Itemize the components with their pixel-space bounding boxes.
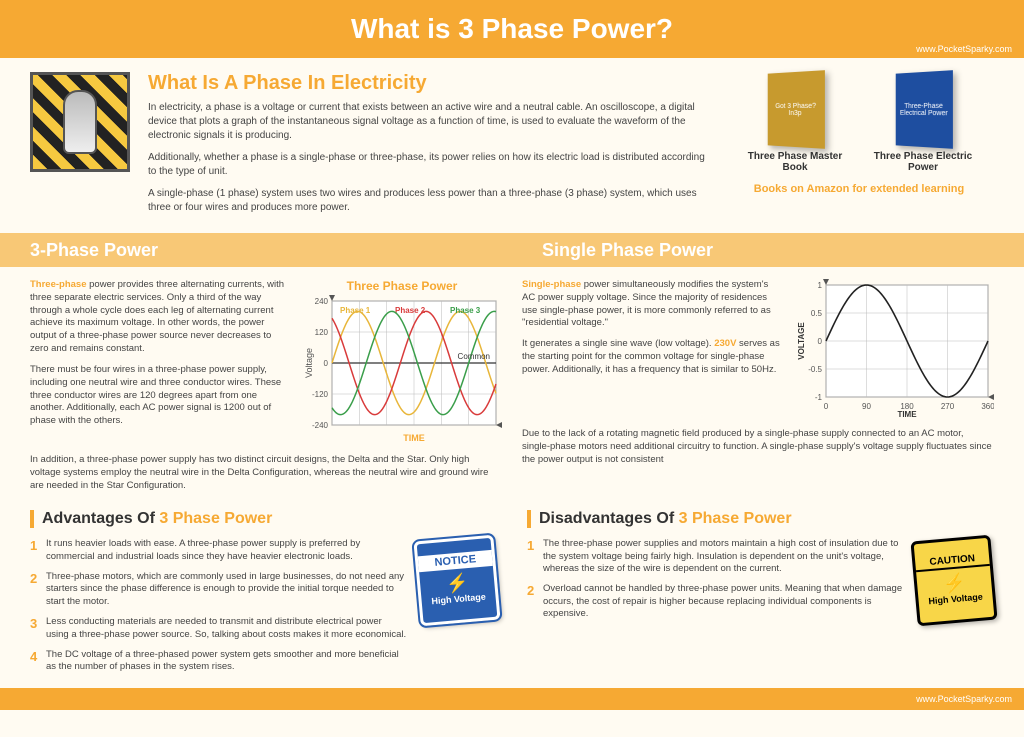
three-phase-chart-title: Three Phase Power xyxy=(302,279,502,293)
three-phase-chart-svg: -240 -120 0 120 240 Phase 1 Phase 2 Phase 3 Comm… xyxy=(302,295,502,445)
svg-text:-0.5: -0.5 xyxy=(808,365,822,374)
three-phase-footer: In addition, a three-phase power supply … xyxy=(30,454,502,492)
advantages-title: Advantages Of 3 Phase Power xyxy=(30,510,497,528)
intro-title: What Is A Phase In Electricity xyxy=(148,72,706,95)
book-2: Three-Phase Electrical Power Three Phase… xyxy=(863,72,983,173)
disadvantages-title: Disadvantages Of 3 Phase Power xyxy=(527,510,994,528)
book-2-cover: Three-Phase Electrical Power xyxy=(896,70,953,149)
hazard-switch-icon xyxy=(30,72,130,172)
svg-text:0: 0 xyxy=(824,402,829,411)
svg-text:360: 360 xyxy=(981,402,994,411)
single-phase-footer: Due to the lack of a rotating magnetic f… xyxy=(522,428,994,466)
footer-banner: www.PocketSparky.com xyxy=(0,688,1024,710)
adv-disadv-section: Advantages Of 3 Phase Power 1It runs hea… xyxy=(0,500,1024,687)
notice-sign-icon: NOTICE ⚡High Voltage xyxy=(413,535,500,627)
band-right: Single Phase Power xyxy=(512,233,1024,267)
list-item: 2Three-phase motors, which are commonly … xyxy=(30,571,407,608)
list-item: 3Less conducting materials are needed to… xyxy=(30,616,407,641)
svg-text:0.5: 0.5 xyxy=(811,309,823,318)
three-phase-text: Three-phase power provides three alterna… xyxy=(30,279,290,436)
svg-text:Phase 3: Phase 3 xyxy=(450,306,481,315)
single-phase-chart: -1-0.500.51090180270360TIMEVOLTAGE xyxy=(794,279,994,422)
footer-url: www.PocketSparky.com xyxy=(916,694,1012,704)
svg-text:1: 1 xyxy=(818,281,823,290)
svg-text:-120: -120 xyxy=(312,390,329,399)
section-band: 3-Phase Power Single Phase Power xyxy=(0,233,1024,267)
intro-p1: In electricity, a phase is a voltage or … xyxy=(148,101,706,143)
book-2-title: Three Phase Electric Power xyxy=(863,151,983,173)
single-phase-chart-svg: -1-0.500.51090180270360TIMEVOLTAGE xyxy=(794,279,994,419)
book-1-title: Three Phase Master Book xyxy=(735,151,855,173)
svg-text:Voltage: Voltage xyxy=(304,348,314,378)
three-phase-col: Three-phase power provides three alterna… xyxy=(30,279,502,492)
three-phase-chart: Three Phase Power -240 -120 0 120 240 Phase 1… xyxy=(302,279,502,448)
svg-text:Phase 2: Phase 2 xyxy=(395,306,426,315)
disadvantages-list: 1The three-phase power supplies and moto… xyxy=(527,538,904,628)
svg-text:0: 0 xyxy=(818,337,823,346)
svg-text:TIME: TIME xyxy=(403,433,425,443)
svg-text:-1: -1 xyxy=(815,393,823,402)
svg-text:VOLTAGE: VOLTAGE xyxy=(797,322,806,360)
advantages-col: Advantages Of 3 Phase Power 1It runs hea… xyxy=(30,510,497,681)
svg-text:TIME: TIME xyxy=(897,410,917,419)
bolt-icon: ⚡ xyxy=(942,572,966,594)
page-title: What is 3 Phase Power? xyxy=(351,13,673,45)
bolt-icon: ⚡ xyxy=(445,572,469,594)
svg-text:120: 120 xyxy=(315,328,329,337)
intro-p3: A single-phase (1 phase) system uses two… xyxy=(148,187,706,215)
svg-text:-240: -240 xyxy=(312,421,329,430)
list-item: 2Overload cannot be handled by three-pha… xyxy=(527,583,904,620)
svg-text:Phase 1: Phase 1 xyxy=(340,306,371,315)
svg-text:240: 240 xyxy=(315,297,329,306)
intro-p2: Additionally, whether a phase is a singl… xyxy=(148,151,706,179)
advantages-list: 1It runs heavier loads with ease. A thre… xyxy=(30,538,407,681)
books-caption: Books on Amazon for extended learning xyxy=(754,183,964,195)
disadvantages-col: Disadvantages Of 3 Phase Power 1The thre… xyxy=(527,510,994,681)
book-1-cover: Got 3 Phase? In3p xyxy=(768,70,825,149)
intro-section: What Is A Phase In Electricity In electr… xyxy=(0,58,1024,233)
intro-text: What Is A Phase In Electricity In electr… xyxy=(148,72,706,223)
svg-text:0: 0 xyxy=(324,359,329,368)
list-item: 1The three-phase power supplies and moto… xyxy=(527,538,904,575)
single-phase-col: Single-phase power simultaneously modifi… xyxy=(522,279,994,492)
books-panel: Got 3 Phase? In3p Three Phase Master Boo… xyxy=(724,72,994,195)
svg-text:270: 270 xyxy=(941,402,955,411)
header-banner: What is 3 Phase Power? www.PocketSparky.… xyxy=(0,0,1024,58)
caution-sign-icon: CAUTION ⚡High Voltage xyxy=(910,535,997,627)
list-item: 1It runs heavier loads with ease. A thre… xyxy=(30,538,407,563)
header-url: www.PocketSparky.com xyxy=(916,44,1012,54)
band-left: 3-Phase Power xyxy=(0,233,512,267)
single-phase-text: Single-phase power simultaneously modifi… xyxy=(522,279,782,385)
list-item: 4The DC voltage of a three-phased power … xyxy=(30,649,407,674)
compare-section: Three-phase power provides three alterna… xyxy=(0,267,1024,500)
book-1: Got 3 Phase? In3p Three Phase Master Boo… xyxy=(735,72,855,173)
svg-text:90: 90 xyxy=(862,402,871,411)
svg-text:Common: Common xyxy=(458,352,490,361)
